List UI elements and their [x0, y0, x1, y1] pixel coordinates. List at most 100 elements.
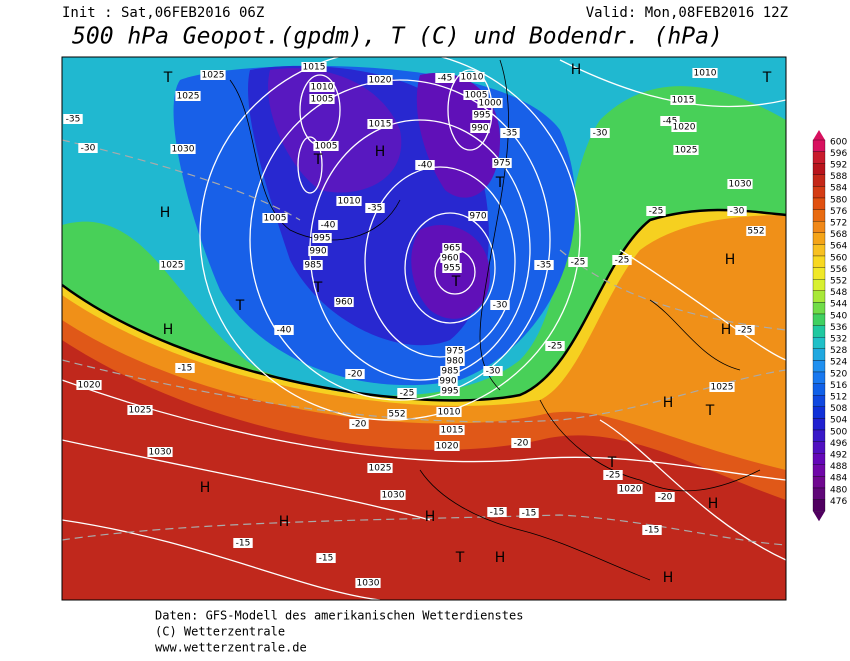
- map-frame: [61, 56, 787, 601]
- contour-label: -30: [730, 207, 745, 217]
- contour-label: -35: [66, 115, 81, 125]
- colorbar-swatch: [812, 163, 826, 175]
- contour-552: [62, 208, 786, 402]
- colorbar-label: 488: [830, 462, 847, 472]
- contour-label: 1025: [369, 464, 392, 474]
- colorbar-label: 484: [830, 474, 847, 484]
- colorbar-swatch: [812, 174, 826, 187]
- label-box: [646, 206, 666, 216]
- colorbar-label: 580: [830, 195, 847, 205]
- label-box: [76, 380, 102, 390]
- colorbar-label: 560: [830, 253, 847, 263]
- label-box: [487, 507, 507, 517]
- pressure-center: H: [160, 205, 171, 221]
- label-box: [490, 300, 510, 310]
- contour-label: -25: [571, 258, 586, 268]
- contour-label: 975: [493, 159, 510, 169]
- pressure-center: H: [721, 322, 732, 338]
- colorbar-swatch: [812, 487, 826, 500]
- colorbar-label: 492: [830, 451, 847, 461]
- pressure-center: T: [607, 455, 617, 471]
- label-box: [673, 145, 699, 155]
- contour-label: 1030: [149, 448, 172, 458]
- label-box: [727, 179, 753, 189]
- contour-label: 960: [441, 254, 458, 264]
- label-box: [463, 90, 489, 100]
- contour-label: 1025: [129, 406, 152, 416]
- label-box: [345, 369, 365, 379]
- colorbar-swatch: [812, 476, 826, 489]
- label-box: [468, 211, 488, 221]
- contour-label: 1010: [438, 408, 461, 418]
- colorbar-label: 512: [830, 393, 847, 403]
- colorbar-label: 516: [830, 381, 847, 391]
- pressure-center: T: [705, 403, 715, 419]
- label-box: [336, 196, 362, 206]
- contour-label: -15: [178, 364, 193, 374]
- label-box: [127, 405, 153, 415]
- label-box: [492, 158, 512, 168]
- contour-label: -25: [649, 207, 664, 217]
- contour-label: 1005: [311, 95, 334, 105]
- contour-label: 1025: [675, 146, 698, 156]
- label-box: [434, 441, 460, 451]
- contour-label: 960: [335, 298, 352, 308]
- contour-label: -15: [645, 526, 660, 536]
- label-box: [660, 116, 680, 126]
- pressure-center: H: [375, 144, 386, 160]
- contour-label: 1015: [672, 96, 695, 106]
- label-box: [642, 525, 662, 535]
- footer-source: Daten: GFS-Modell des amerikanischen Wet…: [155, 609, 523, 623]
- label-box: [313, 141, 339, 151]
- colorbar-swatch: [812, 244, 826, 257]
- label-box: [442, 263, 462, 273]
- colorbar-swatch: [812, 429, 826, 442]
- colorbar-label: 564: [830, 242, 847, 252]
- label-box: [262, 213, 288, 223]
- label-box: [590, 128, 610, 138]
- colorbar-swatch: [812, 418, 826, 431]
- contour-label: 970: [469, 212, 486, 222]
- pressure-center: H: [663, 570, 674, 586]
- contour-label: -20: [352, 420, 367, 430]
- colorbar-label: 556: [830, 265, 847, 275]
- label-box: [617, 484, 643, 494]
- colorbar-label: 552: [830, 277, 847, 287]
- label-box: [439, 425, 465, 435]
- colorbar-swatch: [812, 395, 826, 407]
- label-box: [655, 492, 675, 502]
- label-box: [415, 160, 435, 170]
- contour-label: 1010: [338, 197, 361, 207]
- valid-time: Valid: Mon,08FEB2016 12Z: [586, 5, 788, 21]
- contour-label: -20: [514, 439, 529, 449]
- contour-label: 990: [471, 124, 488, 134]
- init-time: Init : Sat,06FEB2016 06Z: [62, 5, 264, 21]
- contour-label: -45: [663, 117, 678, 127]
- colorbar-label: 480: [830, 485, 847, 495]
- coastlines: [229, 59, 761, 581]
- label-box: [436, 407, 462, 417]
- colorbar-swatch: [812, 186, 826, 199]
- colorbar-label: 508: [830, 404, 847, 414]
- label-box: [735, 325, 755, 335]
- contour-label: 1020: [673, 123, 696, 133]
- colorbar-label: 532: [830, 335, 847, 345]
- contour-label: -30: [593, 129, 608, 139]
- contour-label: 1020: [619, 485, 642, 495]
- label-box: [440, 366, 460, 376]
- contour-label: -30: [493, 301, 508, 311]
- contour-label: 990: [439, 377, 456, 387]
- colorbar-swatch: [812, 313, 826, 326]
- colorbar-label: 568: [830, 230, 847, 240]
- contour-label: 552: [388, 410, 405, 420]
- contour-label: -30: [486, 367, 501, 377]
- colorbar-label: 588: [830, 172, 847, 182]
- contour-label: -35: [503, 129, 518, 139]
- pressure-center: T: [451, 274, 461, 290]
- label-box: [349, 419, 369, 429]
- label-box: [709, 382, 735, 392]
- contour-label: 552: [747, 227, 764, 237]
- colorbar-swatch: [812, 151, 826, 164]
- colorbar-label: 596: [830, 149, 847, 159]
- colorbar-label: 544: [830, 300, 847, 310]
